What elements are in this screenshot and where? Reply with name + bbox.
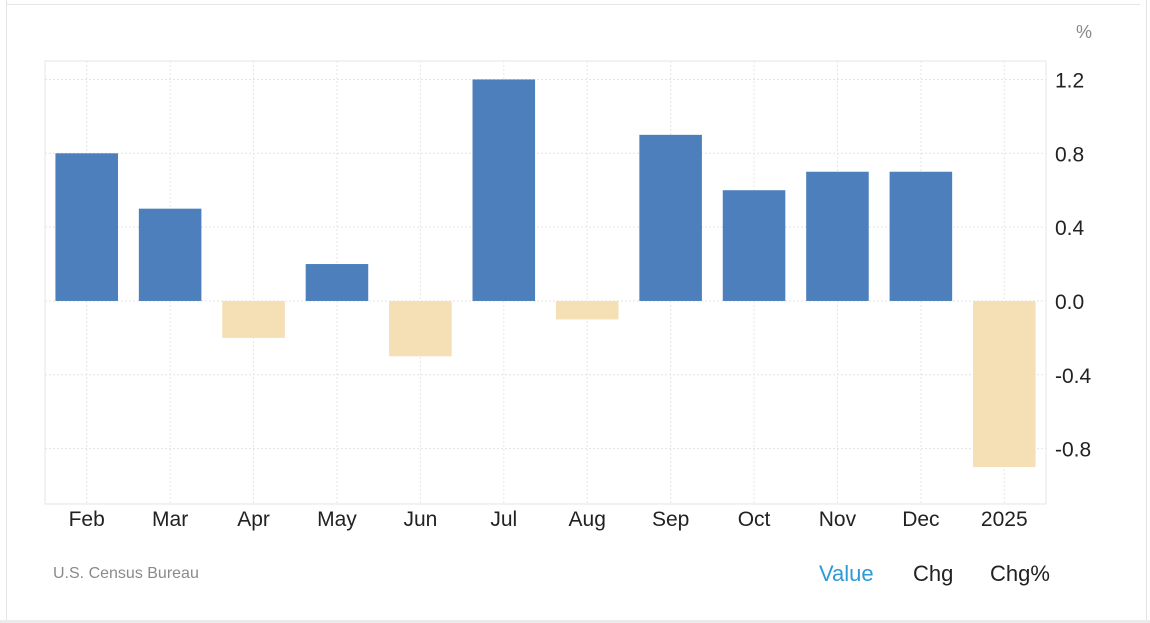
x-tick-label-7: Sep <box>652 508 689 531</box>
x-tick-label-10: Dec <box>902 508 939 531</box>
bar-feb <box>55 153 118 301</box>
bar-sep <box>639 134 702 301</box>
x-tick-label-2: Apr <box>237 508 270 531</box>
plot-area-border <box>44 60 1047 505</box>
bar-apr <box>222 300 285 338</box>
bar-aug <box>555 300 619 320</box>
bar-jun <box>389 300 452 357</box>
x-tick-label-3: May <box>317 508 357 531</box>
frame-left-border <box>6 0 7 623</box>
y-tick-label-4: -0.4 <box>1055 365 1092 388</box>
chg-tab[interactable]: Chg <box>913 561 954 586</box>
x-tick-label-11: 2025 <box>981 508 1028 531</box>
x-tick-label-5: Jul <box>490 508 517 531</box>
frame-top-border <box>6 4 1140 5</box>
x-tick-label-8: Oct <box>738 508 771 531</box>
bar-chart: Feb Mar Apr May Jun Jul Aug Sep Oct Nov Dec 2025 1.2… <box>44 22 1092 531</box>
x-tick-label-1: Mar <box>152 508 188 531</box>
bar-dec <box>889 171 953 301</box>
y-tick-label-3: 0.0 <box>1055 291 1084 314</box>
bar-oct <box>722 190 786 301</box>
value-tab[interactable]: Value <box>819 561 874 586</box>
x-tick-label-0: Feb <box>69 508 105 531</box>
x-tick-label-6: Aug <box>569 508 606 531</box>
source-label: U.S. Census Bureau <box>53 565 199 582</box>
y-tick-label-0: 1.2 <box>1055 69 1084 92</box>
bar-may <box>305 264 369 301</box>
bar-jul <box>472 79 536 301</box>
y-tick-label-2: 0.4 <box>1055 217 1085 240</box>
y-tick-label-1: 0.8 <box>1055 143 1084 166</box>
bar-mar <box>138 208 202 301</box>
bar-nov <box>806 171 869 301</box>
x-tick-label-9: Nov <box>819 508 857 531</box>
x-tick-label-4: Jun <box>403 508 437 531</box>
chg-percent-tab[interactable]: Chg% <box>990 561 1050 586</box>
y-tick-label-5: -0.8 <box>1055 439 1091 462</box>
frame-bottom-border <box>0 620 1150 623</box>
frame-right-border <box>1146 0 1147 623</box>
bar-2025 <box>973 300 1036 468</box>
y-unit-label: % <box>1076 22 1092 42</box>
